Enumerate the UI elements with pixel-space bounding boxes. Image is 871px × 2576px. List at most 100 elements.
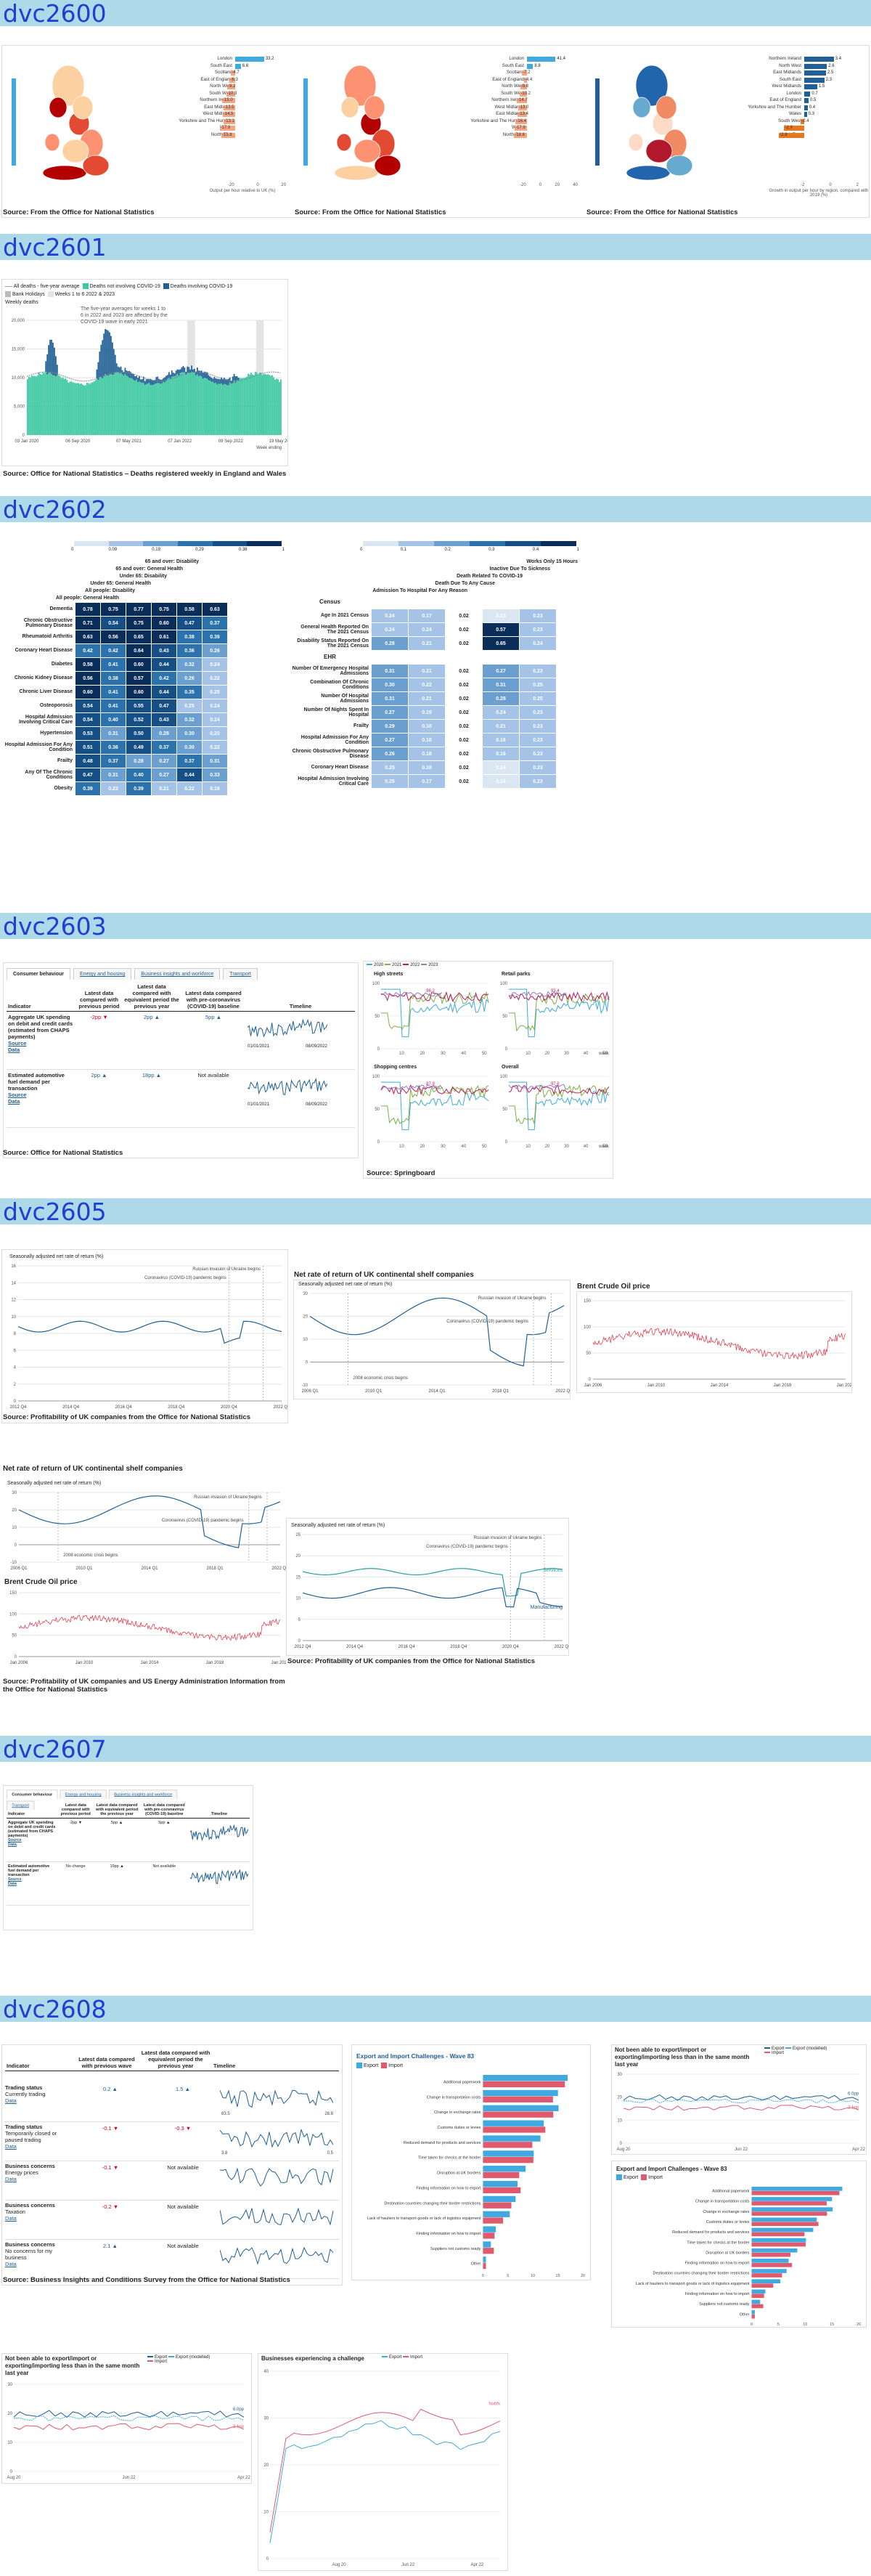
annotation: Coronavirus (COVID-19) pandemic begins — [144, 1276, 226, 1280]
row-label: Frailty — [57, 758, 73, 764]
bar-row: South East 8.8 — [502, 63, 600, 70]
source-link[interactable]: Source — [8, 1838, 22, 1842]
region-label: South East — [779, 76, 801, 82]
indicator-name: Estimated automotive fuel demand per tra… — [8, 1072, 65, 1092]
chart-title: Export and Import Challenges - Wave 83 — [356, 2052, 475, 2060]
table-row: Business concerns Taxation Data -0.2 ▼ Not a… — [5, 2201, 339, 2240]
bar-covid — [115, 363, 118, 373]
tick-label: 07 Jan 2022 — [168, 439, 192, 444]
bar-non-covid — [225, 384, 226, 435]
group-label: EHR — [324, 653, 336, 660]
column-header: Works Only 15 Hours — [526, 559, 578, 564]
heatmap-cell: 0.21 — [483, 720, 519, 733]
value-cell: -0.2 ▼ — [102, 2203, 119, 2210]
map-region — [645, 139, 673, 163]
tick-label: -20 — [520, 183, 526, 187]
tick-label: 20 — [545, 1145, 550, 1149]
import-bar — [751, 2314, 755, 2319]
bar-non-covid — [109, 374, 110, 435]
heatmap-cell: 0.28 — [152, 727, 176, 740]
column-header: Latest data compared with equivalent per… — [139, 2048, 212, 2071]
bar-row: East Midlands -13.4 — [496, 111, 600, 118]
tab-transport[interactable]: Transport — [223, 968, 258, 980]
heatmap-cell: 0.54 — [75, 713, 100, 726]
legend-item: Deaths involving COVID-19 — [170, 284, 233, 289]
bar-non-covid — [257, 374, 259, 435]
source-link[interactable]: Source — [8, 1092, 27, 1098]
bar-value: 2.6 — [828, 63, 835, 68]
tick-label: -20 — [228, 183, 234, 187]
tick-label: -10 — [10, 1561, 17, 1565]
source-link[interactable]: Source — [8, 1040, 27, 1047]
bar-non-covid — [216, 384, 218, 435]
tab-consumer-behaviour[interactable]: Consumer behaviour — [7, 968, 71, 980]
footfall-chart: 100 50 0 10 20 30 40 50 96.2 — [372, 982, 489, 1056]
bar-non-covid — [267, 374, 269, 435]
data-link[interactable]: Data — [5, 2215, 17, 2222]
bar-row: Scotland-2.3 — [784, 125, 871, 131]
source-text: Source: Profitability of UK companies fr… — [287, 1657, 535, 1665]
row-label: Obesity — [54, 786, 73, 792]
heatmap-cell: 0.40 — [126, 768, 151, 781]
bar-covid — [182, 365, 184, 373]
heatmap-cell: 0.42 — [75, 644, 100, 657]
bar-covid — [151, 379, 153, 386]
data-link[interactable]: Data — [5, 2143, 17, 2150]
tick-label: Jan 2010 — [647, 1384, 666, 1388]
indicator-name: No concerns for my business — [5, 2248, 53, 2261]
tick-label: 14 — [11, 1281, 16, 1285]
bar-row: South West -10.3 — [209, 91, 308, 97]
region-bar — [804, 98, 809, 103]
bar-value: -6.3 — [230, 77, 238, 82]
heatmap-cell: 0.58 — [177, 603, 202, 616]
heatmap-cell: 0.36 — [177, 644, 202, 657]
data-link[interactable]: Data — [8, 1882, 17, 1886]
data-link[interactable]: Data — [5, 2176, 17, 2182]
tick-label: 20 — [617, 2096, 622, 2100]
row-label: Disability Status Reported On The 2021 C… — [297, 638, 369, 649]
bar-covid — [147, 378, 149, 383]
section-header-dvc2608: dvc2608 — [0, 1996, 871, 2022]
tab-energy-housing[interactable]: Energy and housing — [73, 968, 132, 980]
data-link[interactable]: Data — [5, 2097, 17, 2104]
bar-non-covid — [181, 372, 183, 435]
data-link[interactable]: Data — [8, 1098, 20, 1105]
bar-value: 0.4 — [809, 105, 816, 110]
challenge-line-chart: Businesses experiencing a challenge Expo… — [258, 2353, 508, 2571]
tab-business-insights[interactable]: Business insights and workforce — [109, 1789, 178, 1800]
heatmap-cell: 0.71 — [75, 617, 100, 630]
tab-energy-housing[interactable]: Energy and housing — [60, 1789, 107, 1800]
legend-item: Export — [772, 2047, 785, 2051]
import-bar — [751, 2211, 827, 2216]
heatmap-cell: 0.64 — [126, 644, 151, 657]
source-link[interactable]: Source — [8, 1877, 22, 1882]
region-bar — [515, 126, 527, 131]
heatmap-cell: 0.28 — [372, 637, 408, 650]
data-link[interactable]: Data — [8, 1047, 20, 1053]
tab-business-insights[interactable]: Business insights and workforce — [134, 968, 221, 980]
bar-value: 6.6 — [242, 63, 249, 68]
data-link[interactable]: Data — [5, 2261, 17, 2267]
data-link[interactable]: Data — [8, 1842, 17, 1847]
row-label: General Health Reported On The 2021 Cens… — [300, 624, 369, 635]
bar-value: 41.4 — [557, 57, 566, 61]
bar-non-covid — [145, 384, 147, 435]
export-bar — [751, 2248, 798, 2253]
legend-item: Export (modelled) — [176, 2355, 210, 2360]
bar-non-covid — [264, 374, 266, 435]
scale-label: 1 — [282, 548, 285, 552]
table-row: Trading status Currently trading Data 0.2 ▲… — [5, 2083, 339, 2122]
bar-row: London 41.4 — [509, 56, 600, 62]
indicator-name: Aggregate UK spending on debit and credi… — [8, 1014, 73, 1040]
column-header: Latest data compared with previous perio… — [57, 1802, 94, 1819]
heatmap-cell: 0.54 — [75, 699, 100, 712]
footfall-line — [508, 1084, 610, 1095]
bar-row: North East-15.8 — [211, 132, 308, 139]
row-label: Number Of Emergency Hospital Admissions — [292, 665, 369, 676]
row-label: Coronary Heart Disease — [15, 648, 73, 654]
line-chart: 30 20 10 0 6.0pp 3.1pp Aug 20 Jun 22 Apr 22 — [7, 2383, 250, 2480]
heatmap-cell: 0.18 — [409, 747, 445, 760]
bar-non-covid — [81, 383, 82, 435]
bar-covid — [165, 375, 167, 381]
tab-consumer-behaviour[interactable]: Consumer behaviour — [7, 1789, 58, 1800]
